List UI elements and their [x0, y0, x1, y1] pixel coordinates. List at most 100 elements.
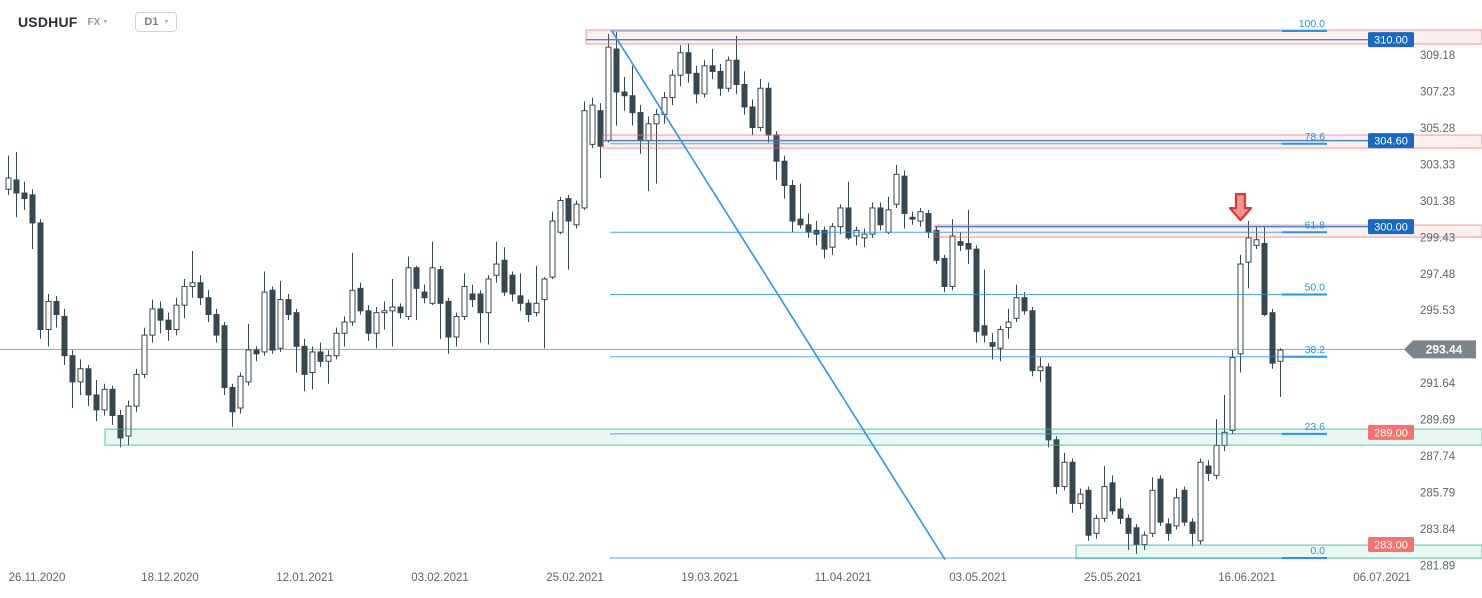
demand-zone-289[interactable]: [104, 428, 1482, 447]
candle-down: [781, 160, 788, 187]
candle-down: [749, 106, 756, 129]
candle-down: [269, 289, 276, 351]
candle-down: [29, 194, 36, 224]
candle-up: [189, 282, 196, 287]
candle-down: [925, 213, 932, 233]
candle-up: [1037, 366, 1044, 372]
candle-down: [517, 295, 524, 304]
candle-up: [677, 52, 684, 76]
supply-zone-310[interactable]: [585, 29, 1482, 45]
fib-retracement-tool[interactable]: 100.0 78.6 61.8 50.0 38.2 23.6 0.0: [610, 18, 1327, 560]
candle-down: [1125, 517, 1132, 534]
candle-down: [61, 315, 68, 357]
candle-down: [621, 91, 628, 97]
candle-up: [1013, 297, 1020, 319]
candle-down: [1269, 312, 1276, 364]
candle-up: [485, 278, 492, 314]
candle-down: [197, 282, 204, 299]
price-axis-label: 305.28: [1420, 123, 1455, 135]
symbol-name[interactable]: USDHUF: [18, 14, 78, 30]
candle-down: [509, 274, 516, 295]
candle-up: [533, 302, 540, 314]
candle-up: [325, 355, 332, 362]
candle-down: [13, 179, 20, 194]
candle-down: [1109, 482, 1116, 512]
candle-down: [165, 319, 172, 330]
demand-zone-283[interactable]: [1075, 544, 1482, 559]
candle-down: [1157, 478, 1164, 523]
candle-up: [893, 173, 900, 205]
supply-zone-300[interactable]: [934, 224, 1482, 238]
candle-down: [909, 216, 916, 220]
candle-up: [997, 328, 1004, 349]
candle-up: [405, 267, 412, 317]
price-level-badge-label: 300.00: [1374, 222, 1408, 234]
price-axis-label: 291.64: [1420, 378, 1456, 390]
candle-down: [565, 198, 572, 222]
chart-toolbar: USDHUF FX ▾ D1 ▾: [14, 10, 182, 34]
candle-down: [205, 297, 212, 316]
candle-down: [1069, 461, 1076, 504]
time-axis-label: 16.06.2021: [1218, 572, 1276, 584]
candle-down: [357, 287, 364, 312]
candle-down: [989, 342, 996, 347]
candle-down: [1053, 439, 1060, 488]
candle-down: [1133, 527, 1140, 546]
candle-down: [973, 248, 980, 332]
supply-zone-304[interactable]: [602, 134, 1482, 149]
candle-down: [253, 349, 260, 355]
price-axis-label: 299.43: [1420, 232, 1455, 244]
candle-down: [693, 72, 700, 95]
price-axis[interactable]: 309.18 307.23 305.28 303.33 301.38 299.43 297.…: [1368, 32, 1476, 572]
candle-down: [901, 175, 908, 215]
price-level-badge[interactable]: [1368, 424, 1414, 440]
candle-down: [1021, 297, 1028, 312]
candle-down: [685, 52, 692, 74]
time-axis[interactable]: 26.11.2020 18.12.2020 12.01.2021 03.02.2021…: [9, 572, 1411, 584]
price-level-badge[interactable]: [1368, 537, 1414, 553]
candle-down: [1029, 310, 1036, 372]
candle-up: [1245, 237, 1252, 263]
candle-up: [125, 405, 132, 437]
price-axis-label: 285.79: [1420, 487, 1455, 499]
candle-down: [469, 293, 476, 301]
market-selector[interactable]: FX ▾: [88, 17, 108, 28]
current-price-badge[interactable]: [1404, 340, 1476, 359]
down-arrow-annotation[interactable]: [1228, 192, 1253, 222]
candle-down: [981, 325, 988, 336]
candle-up: [1213, 444, 1220, 476]
interval-label: D1: [144, 16, 159, 28]
candle-down: [317, 351, 324, 362]
chevron-down-icon: ▾: [103, 17, 108, 26]
trendline[interactable]: [611, 30, 946, 560]
candle-down: [397, 306, 404, 314]
candle-up: [669, 74, 676, 99]
price-level-badge[interactable]: [1368, 32, 1414, 48]
candle-up: [589, 104, 596, 145]
time-axis-label: 06.07.2021: [1353, 572, 1411, 584]
fib-level-label: 61.8: [1305, 219, 1326, 231]
fib-level-label: 78.6: [1305, 131, 1326, 143]
candle-up: [277, 299, 284, 349]
candle-down: [789, 185, 796, 222]
candle-down: [629, 95, 636, 114]
candle-down: [301, 345, 308, 375]
candle-up: [1197, 461, 1204, 542]
price-axis-label: 297.48: [1420, 269, 1455, 281]
candle-up: [45, 300, 52, 330]
candle-up: [261, 291, 268, 353]
candle-down: [1165, 523, 1172, 534]
candle-down: [797, 218, 804, 226]
candle-up: [837, 207, 844, 228]
candle-down: [85, 368, 92, 396]
interval-dropdown[interactable]: D1 ▾: [135, 12, 178, 32]
time-axis-label: 18.12.2020: [141, 572, 199, 584]
price-level-badge[interactable]: [1368, 219, 1414, 235]
candle-down: [877, 207, 884, 226]
fib-level-label: 0.0: [1310, 545, 1325, 557]
price-level-badge[interactable]: [1368, 133, 1414, 149]
candle-up: [653, 113, 660, 125]
price-axis-label: 303.33: [1420, 159, 1455, 171]
